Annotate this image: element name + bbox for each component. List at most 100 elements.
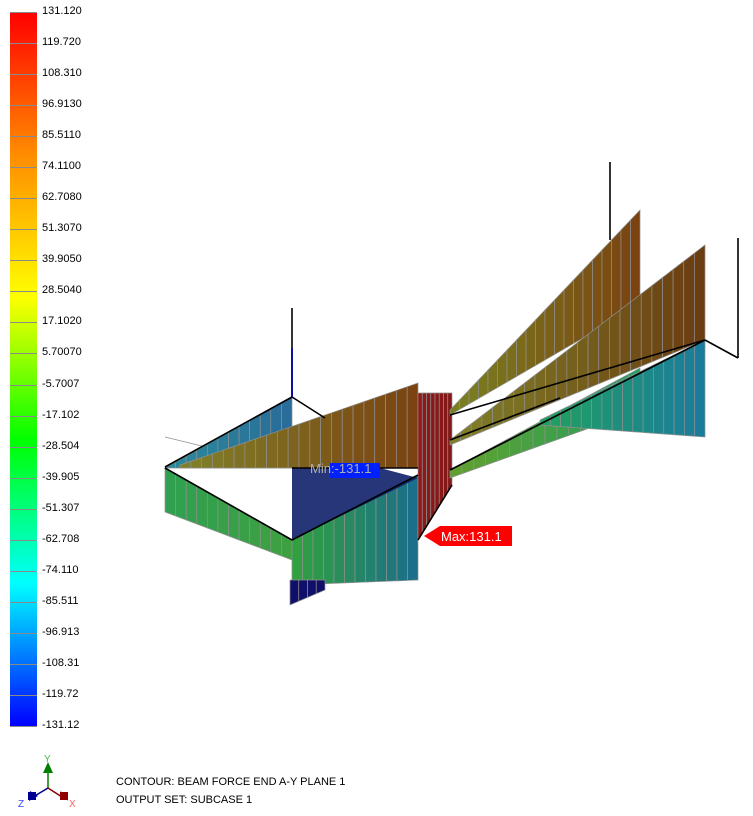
- force-strip: [535, 309, 546, 367]
- beam-element-line: [164, 396, 293, 468]
- force-strip: [163, 461, 176, 469]
- force-strip: [396, 386, 408, 469]
- force-strip: [298, 579, 308, 602]
- legend-tick: [10, 601, 37, 603]
- force-strip: [566, 341, 578, 398]
- force-strip: [315, 579, 326, 595]
- legend-label: 51.3070: [42, 222, 82, 235]
- legend-label: 96.9130: [42, 98, 82, 111]
- contour-legend-colorbar: [10, 12, 37, 726]
- legend-label: -5.7007: [42, 377, 80, 390]
- force-strip: [421, 392, 427, 535]
- beam-element-line: [291, 474, 419, 541]
- force-strip: [320, 412, 332, 469]
- beam-force-diagram: [163, 162, 739, 606]
- force-strip: [563, 279, 574, 350]
- force-strip: [651, 276, 663, 363]
- legend-tick: [10, 322, 37, 324]
- force-strip: [175, 473, 187, 521]
- output-set-title: OUTPUT SET: SUBCASE 1: [116, 794, 253, 806]
- y-axis-arrow-icon: [43, 762, 53, 773]
- force-strip: [642, 364, 654, 434]
- force-strip: [662, 268, 674, 359]
- force-strip: [468, 379, 479, 405]
- force-strip: [333, 512, 345, 584]
- force-strip: [312, 523, 324, 585]
- legend-tick: [10, 446, 37, 448]
- force-strip: [544, 299, 555, 361]
- force-strip: [396, 479, 408, 582]
- force-strip: [481, 406, 493, 433]
- legend-tick: [10, 198, 37, 200]
- force-strip: [164, 467, 176, 517]
- force-strip: [352, 401, 365, 469]
- force-strip: [266, 430, 278, 469]
- legend-label: 39.9050: [42, 253, 82, 266]
- force-strip: [374, 393, 386, 469]
- legend-label: 5.70070: [42, 346, 82, 359]
- legend-label: -119.72: [42, 687, 79, 700]
- legend-label: 108.310: [42, 67, 82, 80]
- force-strip: [426, 392, 432, 528]
- force-strip: [592, 249, 603, 334]
- force-strip: [554, 289, 565, 356]
- legend-label: -51.307: [42, 501, 80, 514]
- min-force-region: [292, 468, 418, 540]
- force-strip: [473, 450, 486, 470]
- force-strip: [545, 358, 557, 407]
- force-strip: [478, 369, 489, 400]
- force-strip: [434, 392, 440, 514]
- force-strip: [516, 329, 527, 378]
- force-strip: [443, 392, 449, 500]
- force-strip: [196, 485, 208, 529]
- legend-label: -85.511: [42, 594, 79, 607]
- legend-label: -74.110: [42, 563, 79, 576]
- beam-force-panel: [289, 579, 326, 606]
- force-strip: [365, 496, 377, 583]
- force-strip: [632, 369, 644, 433]
- force-strip: [694, 339, 706, 438]
- legend-tick: [10, 74, 37, 76]
- force-strip: [683, 252, 695, 350]
- force-strip: [485, 443, 498, 466]
- legend-tick: [10, 260, 37, 262]
- legend-tick: [10, 694, 37, 696]
- force-strip: [302, 528, 314, 585]
- force-strip: [375, 490, 387, 583]
- force-strip: [341, 404, 354, 469]
- axis-triad: Y Z X: [18, 754, 76, 810]
- legend-label: 74.1100: [42, 160, 81, 173]
- legend-label: -17.102: [42, 408, 80, 421]
- force-strip: [255, 434, 267, 469]
- min-label: Min:-131.1: [310, 461, 371, 476]
- force-strip: [385, 389, 397, 469]
- force-strip: [470, 414, 483, 437]
- beam-element-line: [164, 467, 293, 541]
- beam-element-line: [291, 396, 326, 419]
- beam-force-panel: [417, 392, 453, 542]
- legend-tick: [10, 384, 37, 386]
- legend-label: -108.31: [42, 656, 80, 669]
- legend-label: -96.913: [42, 625, 80, 638]
- legend-label: -39.905: [42, 470, 80, 483]
- force-strip: [663, 354, 675, 436]
- legend-tick: [10, 570, 37, 572]
- force-strip: [298, 419, 311, 469]
- legend-tick: [10, 136, 37, 138]
- legend-label: 119.720: [42, 36, 81, 49]
- legend-tick: [10, 477, 37, 479]
- legend-tick: [10, 632, 37, 634]
- force-strip: [555, 349, 568, 402]
- force-strip: [506, 339, 517, 383]
- beam-element-line: [449, 339, 706, 416]
- force-strip: [611, 229, 622, 323]
- force-strip: [487, 359, 498, 394]
- svg-text:Z: Z: [18, 799, 24, 810]
- legend-tick: [10, 508, 37, 510]
- legend-label: -62.708: [42, 532, 80, 545]
- beam-element-line: [704, 339, 739, 359]
- force-strip: [622, 374, 634, 433]
- force-strip: [438, 392, 444, 507]
- legend-label: 85.5110: [42, 129, 81, 142]
